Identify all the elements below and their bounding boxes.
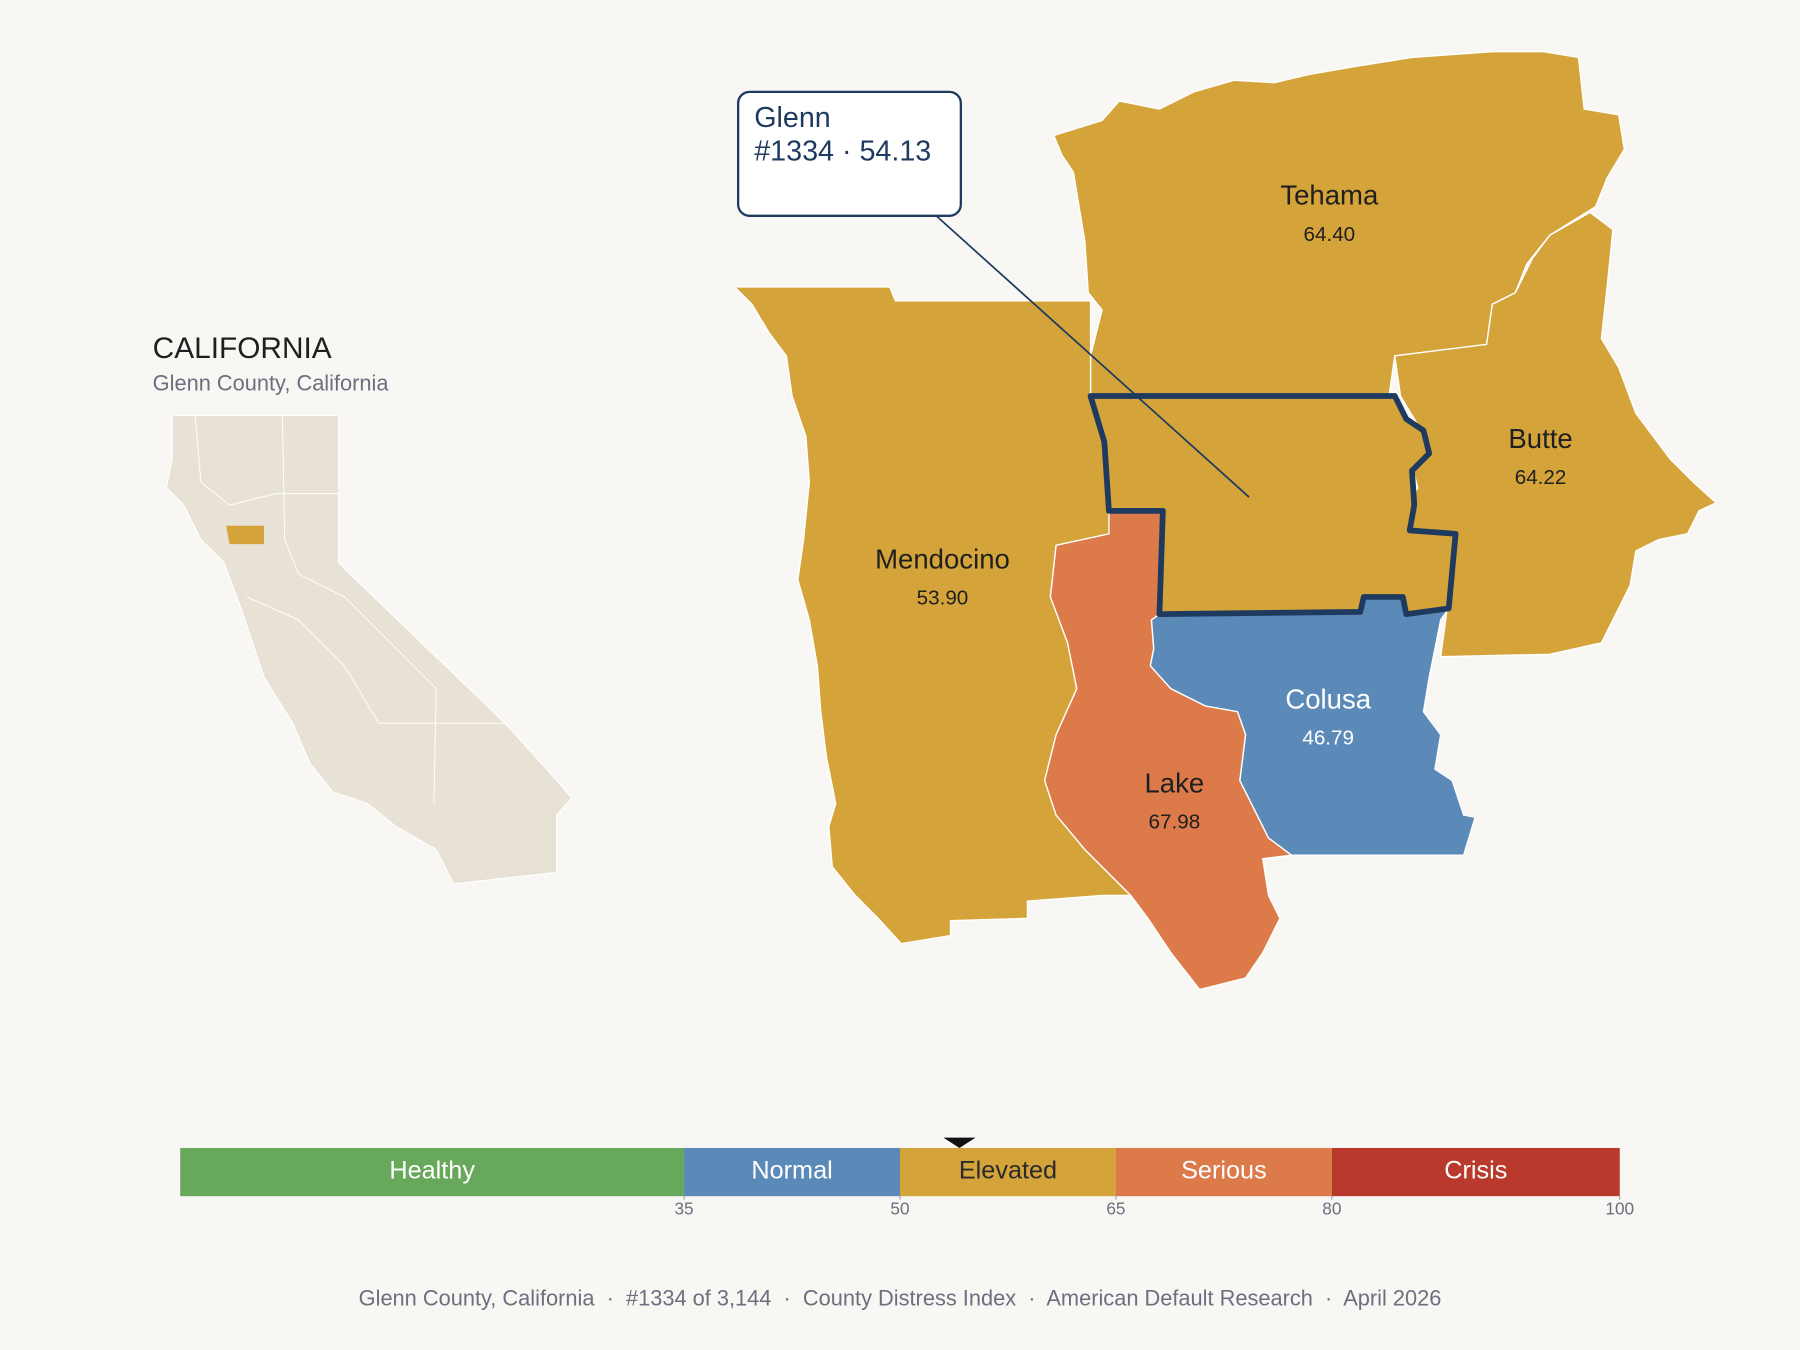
county-shape[interactable] [1043,510,1294,991]
state-lines [194,415,339,506]
inset-subtitle: Glenn County, California [153,370,390,395]
county-value: 64.22 [1515,466,1567,489]
county-name: Mendocino [875,544,1010,575]
scale-band [900,1147,1116,1197]
callout-name: Glenn [754,102,831,134]
state-lines [281,415,437,804]
county-name: Tehama [1280,180,1379,211]
scale-tick-label: 100 [1605,1198,1634,1218]
scale-band-label: Crisis [1444,1157,1507,1185]
scale-band-label: Normal [751,1157,832,1185]
county-value: 53.90 [917,587,969,610]
county-value: 46.79 [1302,727,1354,750]
scale-tick-label: 35 [674,1198,693,1218]
scale-marker [943,1137,976,1148]
scale-tick-label: 65 [1106,1198,1125,1218]
scale-band [180,1147,685,1197]
scale-band [684,1147,900,1197]
county-value: 64.40 [1303,223,1355,246]
county-labels: Tehama 64.40 Butte 64.22 Mendocino 53.90 Co… [875,180,1573,834]
scale-band-label: Serious [1181,1157,1267,1185]
county-shape[interactable] [1052,50,1626,397]
state-lines [246,596,506,724]
county-layer [733,50,1718,991]
scale-tick-label: 50 [890,1198,909,1218]
scale-band-label: Elevated [959,1157,1057,1185]
scale-band [1115,1147,1332,1197]
inset-highlight [226,525,265,545]
county-value: 67.98 [1149,811,1201,834]
selected-county[interactable] [1087,393,1459,618]
county-name: Butte [1508,423,1572,454]
scale-band-label: Healthy [389,1157,475,1185]
callout-detail: #1334 · 54.13 [754,135,931,167]
scale-band [1331,1147,1620,1197]
scale-tick-label: 80 [1322,1198,1341,1218]
county-name: Colusa [1285,684,1371,715]
county-name: Lake [1144,767,1204,798]
callout-leader [906,188,1250,498]
callout-box [736,90,962,217]
inset-title: CALIFORNIA [153,332,332,365]
distress-scale: Healthy Normal Elevated Serious Crisis 35 50 65… [180,1137,1634,1218]
footer: Glenn County, California · #1334 of 3,14… [359,1285,1442,1310]
